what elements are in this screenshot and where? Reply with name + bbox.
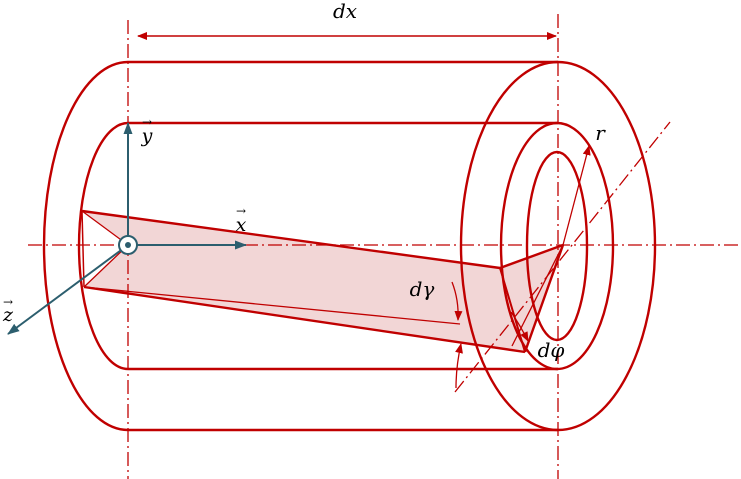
z-axis-label: z (2, 304, 14, 326)
inner-end-face (525, 150, 589, 342)
dphi-arc (510, 311, 529, 342)
middle-end-face (499, 121, 615, 371)
outer-end-face (459, 60, 657, 432)
y-vector-arrow: → (142, 115, 152, 129)
x-vector-arrow: → (236, 204, 246, 218)
dx-label: dx (333, 0, 357, 23)
x-axis-label: x (236, 214, 247, 236)
dgamma-label: dγ (410, 277, 435, 301)
element-left-edge (81, 210, 85, 288)
shear-element-fill (82, 211, 563, 352)
dgamma-arc-upper (451, 281, 463, 321)
z-axis-arrow (7, 244, 129, 335)
radius-r-arrow (562, 145, 591, 246)
element-top-edge (81, 209, 501, 270)
middle-cylinder-left-edge (77, 121, 129, 371)
end-radius-twisted (511, 244, 564, 347)
r-label: r (595, 121, 606, 145)
element-middle-line (83, 286, 461, 325)
dgamma-arc-lower (455, 343, 463, 389)
outer-cylinder-left-edge (42, 60, 129, 432)
z-vector-arrow: → (3, 295, 13, 309)
end-radius-to-element-bottom (523, 244, 565, 353)
dphi-label: dφ (538, 338, 565, 362)
element-left-lower-radial (83, 244, 129, 288)
origin-dot-icon (125, 242, 131, 248)
element-bottom-edge (83, 285, 526, 354)
element-top-to-center (499, 243, 564, 270)
y-axis-label: y (141, 125, 153, 147)
